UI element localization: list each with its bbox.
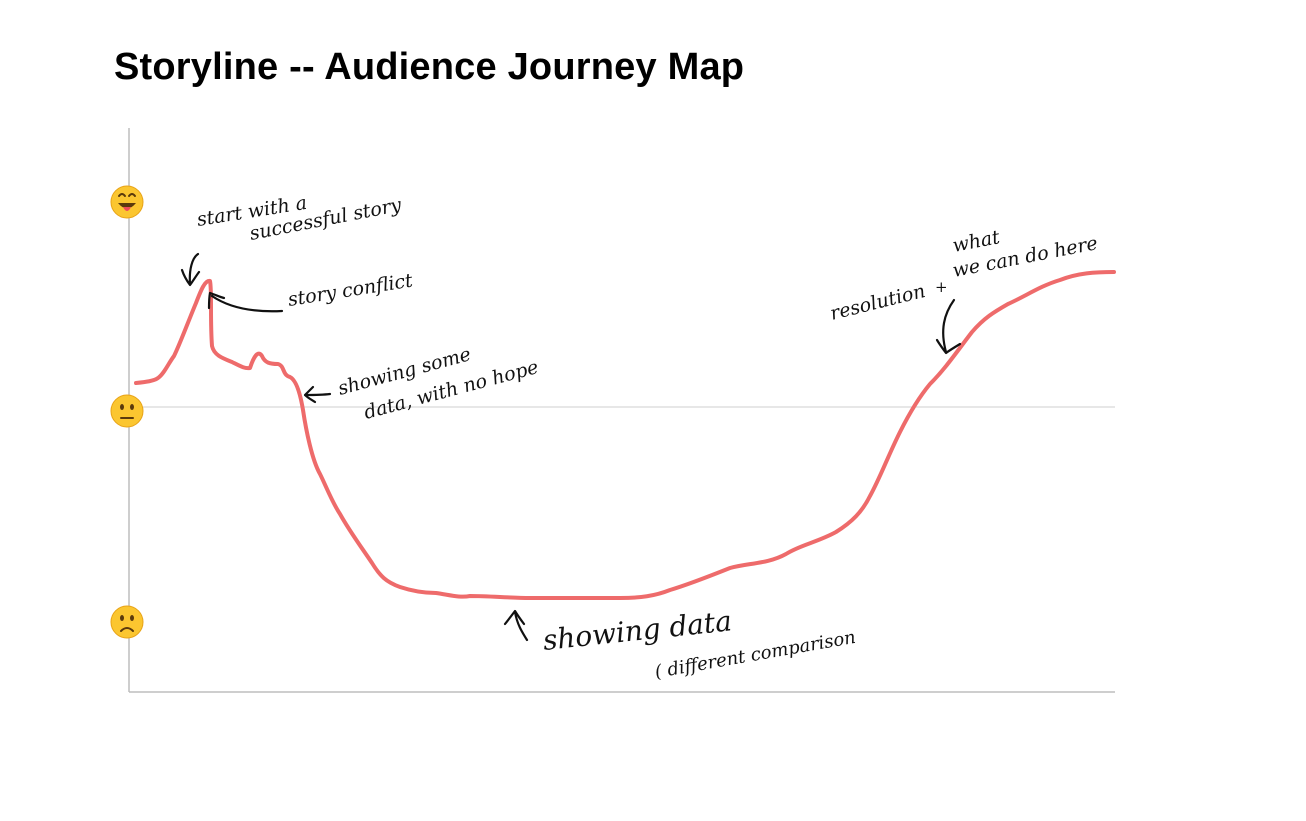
annotation-resolution-joiner: + [935, 278, 948, 296]
slightly-frowning-face-icon [110, 605, 144, 639]
page-title: Storyline -- Audience Journey Map [114, 46, 745, 88]
audience-journey-line [134, 270, 1116, 601]
arrow-up-to-trough-icon [503, 609, 529, 642]
neutral-face-icon [110, 394, 144, 428]
arrow-down-to-peak-icon [180, 252, 201, 287]
annotation-showing-data-line1: showing data [541, 604, 733, 657]
annotation-conflict: story conflict [286, 269, 414, 311]
arrow-down-to-rise-icon [935, 298, 962, 355]
arrow-left-to-decline-icon [303, 385, 332, 404]
arrow-left-to-conflict-icon [207, 291, 284, 313]
grinning-face-with-tongue-icon [110, 185, 144, 219]
annotation-resolution-word: resolution [828, 280, 928, 325]
